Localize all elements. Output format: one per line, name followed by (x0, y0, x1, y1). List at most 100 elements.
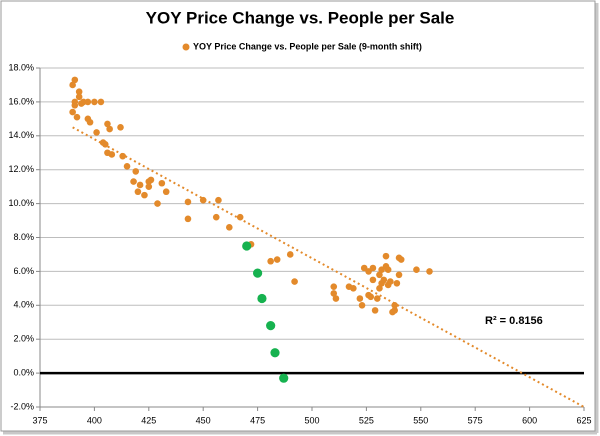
point (286, 251, 294, 258)
y-tick-label: 12.0% (8, 164, 34, 174)
point (356, 295, 364, 302)
x-tick-label: 475 (250, 415, 265, 425)
legend-label: YOY Price Change vs. People per Sale (9-… (193, 41, 422, 51)
point (145, 183, 153, 190)
point (130, 178, 137, 185)
point (158, 179, 166, 187)
y-tick-label: 2.0% (13, 334, 34, 344)
y-tick-label: 6.0% (13, 266, 34, 276)
y-tick-label: 8.0% (13, 232, 34, 242)
legend-marker (182, 43, 190, 51)
point (97, 98, 105, 106)
point (266, 321, 276, 331)
point (382, 252, 390, 260)
point (369, 276, 377, 284)
point (291, 278, 298, 285)
point (136, 181, 144, 189)
x-tick-label: 625 (576, 415, 591, 425)
y-tick-label: 16.0% (8, 96, 34, 106)
y-tick-label: 4.0% (13, 300, 34, 310)
point (91, 98, 98, 106)
point (358, 302, 366, 309)
point (270, 348, 280, 358)
point (226, 224, 233, 231)
point (413, 266, 420, 274)
point (391, 307, 398, 314)
point (371, 307, 379, 314)
point (75, 93, 83, 101)
point (393, 279, 401, 287)
x-tick-label: 400 (87, 415, 102, 425)
point (69, 81, 76, 89)
point (384, 266, 392, 274)
point (184, 215, 192, 223)
point (397, 256, 405, 263)
point (253, 268, 263, 278)
point (73, 113, 81, 121)
point (184, 198, 192, 206)
x-tick-label: 600 (522, 415, 537, 425)
point (106, 125, 113, 133)
point (242, 241, 252, 251)
point (75, 88, 83, 96)
point (387, 278, 394, 285)
point (426, 268, 433, 275)
point (367, 293, 375, 301)
point (117, 124, 124, 131)
y-tick-label: 18.0% (8, 62, 34, 72)
point (380, 276, 388, 284)
point (69, 108, 76, 116)
y-tick-label: 0.0% (13, 367, 34, 377)
point (86, 118, 94, 126)
point (104, 120, 111, 128)
point (134, 188, 142, 196)
point (330, 290, 338, 297)
point (71, 76, 79, 84)
point (395, 271, 403, 279)
point (332, 295, 340, 302)
point (123, 163, 131, 170)
point (212, 213, 220, 221)
point (279, 373, 289, 383)
point (376, 285, 383, 292)
point (147, 176, 155, 184)
x-tick-label: 375 (32, 415, 47, 425)
point (350, 285, 357, 292)
point (215, 196, 222, 204)
y-tick-label: 14.0% (8, 130, 34, 140)
point (101, 140, 109, 148)
point (119, 152, 126, 160)
point (236, 213, 244, 221)
x-tick-label: 500 (304, 415, 319, 425)
x-tick-label: 425 (141, 415, 156, 425)
point (391, 302, 398, 309)
r-squared: R² = 0.8156 (485, 315, 543, 327)
point (71, 101, 79, 109)
chart-title: YOY Price Change vs. People per Sale (146, 8, 455, 27)
x-tick-label: 575 (468, 415, 483, 425)
point (273, 256, 281, 263)
x-tick-label: 550 (413, 415, 428, 425)
point (154, 200, 161, 207)
trendline (72, 126, 585, 408)
y-tick-label: 10.0% (8, 198, 34, 208)
point (93, 129, 100, 136)
point (267, 257, 274, 265)
point (376, 271, 383, 279)
point (373, 295, 381, 302)
point (141, 191, 148, 199)
y-tick-label: -2.0% (10, 401, 34, 411)
point (162, 188, 170, 196)
x-tick-label: 450 (196, 415, 211, 425)
point (108, 151, 116, 158)
plot-area (36, 67, 585, 411)
x-tick-label: 525 (359, 415, 374, 425)
point (369, 264, 377, 272)
point (330, 283, 338, 290)
point (199, 196, 207, 204)
point (132, 168, 140, 175)
point (84, 98, 92, 106)
